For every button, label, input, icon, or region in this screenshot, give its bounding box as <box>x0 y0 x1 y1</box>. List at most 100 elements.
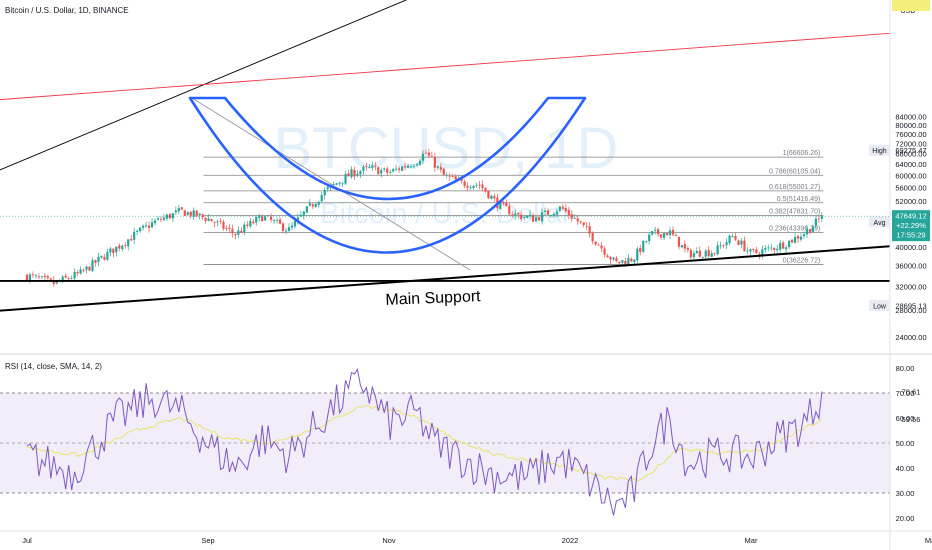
candle <box>526 215 529 219</box>
time-axis[interactable]: JulSepNov2022MarMayJulSepNov20236 <box>0 530 932 545</box>
candle <box>487 190 490 200</box>
candle <box>543 207 547 216</box>
price-tick-label: 68000.00 <box>895 150 926 159</box>
candle <box>683 240 687 253</box>
fib-label: 0.382(47831.70) <box>769 208 820 215</box>
candle <box>648 231 651 245</box>
candle <box>112 248 115 258</box>
candle <box>308 199 311 207</box>
candle <box>790 239 794 244</box>
candle <box>436 165 439 171</box>
svg-text:28695.13: 28695.13 <box>895 302 926 311</box>
candle <box>529 210 532 219</box>
candle <box>537 215 541 221</box>
price-axis-unit: USD <box>901 8 916 15</box>
candle <box>290 222 294 231</box>
candle <box>582 222 585 228</box>
rsi-axis[interactable]: 80.00 70.00 60.00 50.00 40.00 30.00 20.00 <box>896 364 915 523</box>
time-tick-label: Jul <box>22 536 32 545</box>
candle <box>773 247 776 254</box>
candle <box>692 250 695 260</box>
candle <box>356 170 359 178</box>
current-price-tag: 47649.12+22.29%17:55:29 <box>892 210 930 242</box>
candle <box>171 212 174 222</box>
candle <box>386 166 389 176</box>
time-tick-label: Nov <box>382 536 396 545</box>
candle <box>159 216 163 223</box>
candle <box>659 234 663 240</box>
candle <box>124 241 127 249</box>
candle <box>674 233 678 237</box>
candle <box>94 259 97 267</box>
watermark: BTCUSD, 1D Bitcoin / U.S. Dollar <box>274 116 619 230</box>
candle <box>520 211 523 221</box>
candle <box>463 179 466 188</box>
candle <box>264 215 267 222</box>
candle <box>820 212 823 223</box>
low-label: Low <box>869 300 890 312</box>
price-tick-label: 24000.00 <box>895 333 926 342</box>
grey-trend-line <box>191 97 471 271</box>
candle <box>469 184 472 190</box>
price-tick-label: 76000.00 <box>895 130 926 139</box>
candle <box>752 248 755 253</box>
candle <box>770 243 773 252</box>
candle <box>418 158 422 166</box>
time-tick-label: Sep <box>201 536 214 545</box>
candle <box>722 243 725 249</box>
candle <box>365 162 368 171</box>
candle <box>799 233 803 242</box>
candle <box>76 269 79 277</box>
candle <box>567 206 570 220</box>
candle <box>686 245 689 253</box>
candle <box>97 253 100 266</box>
candle <box>85 265 88 274</box>
rsi-tick-label: 20.00 <box>896 514 915 523</box>
candle <box>278 216 282 225</box>
rsi-tick-label: 50.00 <box>896 439 915 448</box>
candle <box>115 246 118 257</box>
candle <box>657 227 660 237</box>
candle <box>403 162 407 171</box>
candle <box>448 172 451 181</box>
candle <box>67 276 70 281</box>
candle <box>156 216 160 221</box>
rsi-title: RSI (14, close, SMA, 14, 2) <box>5 362 102 371</box>
candle <box>472 185 475 190</box>
candle <box>362 164 365 175</box>
candle <box>704 248 707 261</box>
candle <box>737 239 740 246</box>
candle <box>305 205 308 214</box>
candle <box>320 191 323 204</box>
candle <box>231 224 234 238</box>
candle <box>731 233 734 238</box>
main-support-label: Main Support <box>385 288 481 309</box>
candle <box>534 215 538 223</box>
candle <box>740 237 743 249</box>
candle <box>118 243 121 252</box>
candle <box>79 266 82 275</box>
svg-text:Avg: Avg <box>874 220 886 227</box>
candle <box>31 271 35 278</box>
candle <box>70 275 73 280</box>
candle <box>147 221 151 233</box>
candle <box>788 240 791 249</box>
candle <box>579 221 582 224</box>
candle <box>573 214 576 220</box>
candle <box>719 241 722 250</box>
candle <box>207 214 210 222</box>
price-tags: 69275.47High45893.83Avg28695.13Low32987.… <box>0 0 930 424</box>
candle <box>531 212 535 222</box>
candle <box>400 165 404 172</box>
fib-label: 1(66606.26) <box>783 150 821 157</box>
candle <box>168 212 171 220</box>
price-tick-label: 72000.00 <box>895 139 926 148</box>
candle <box>642 240 645 254</box>
candle <box>811 224 815 233</box>
candle <box>228 223 231 234</box>
svg-text:70.61: 70.61 <box>902 387 921 396</box>
candle <box>508 202 511 215</box>
candle <box>439 163 442 173</box>
candle <box>561 204 564 211</box>
